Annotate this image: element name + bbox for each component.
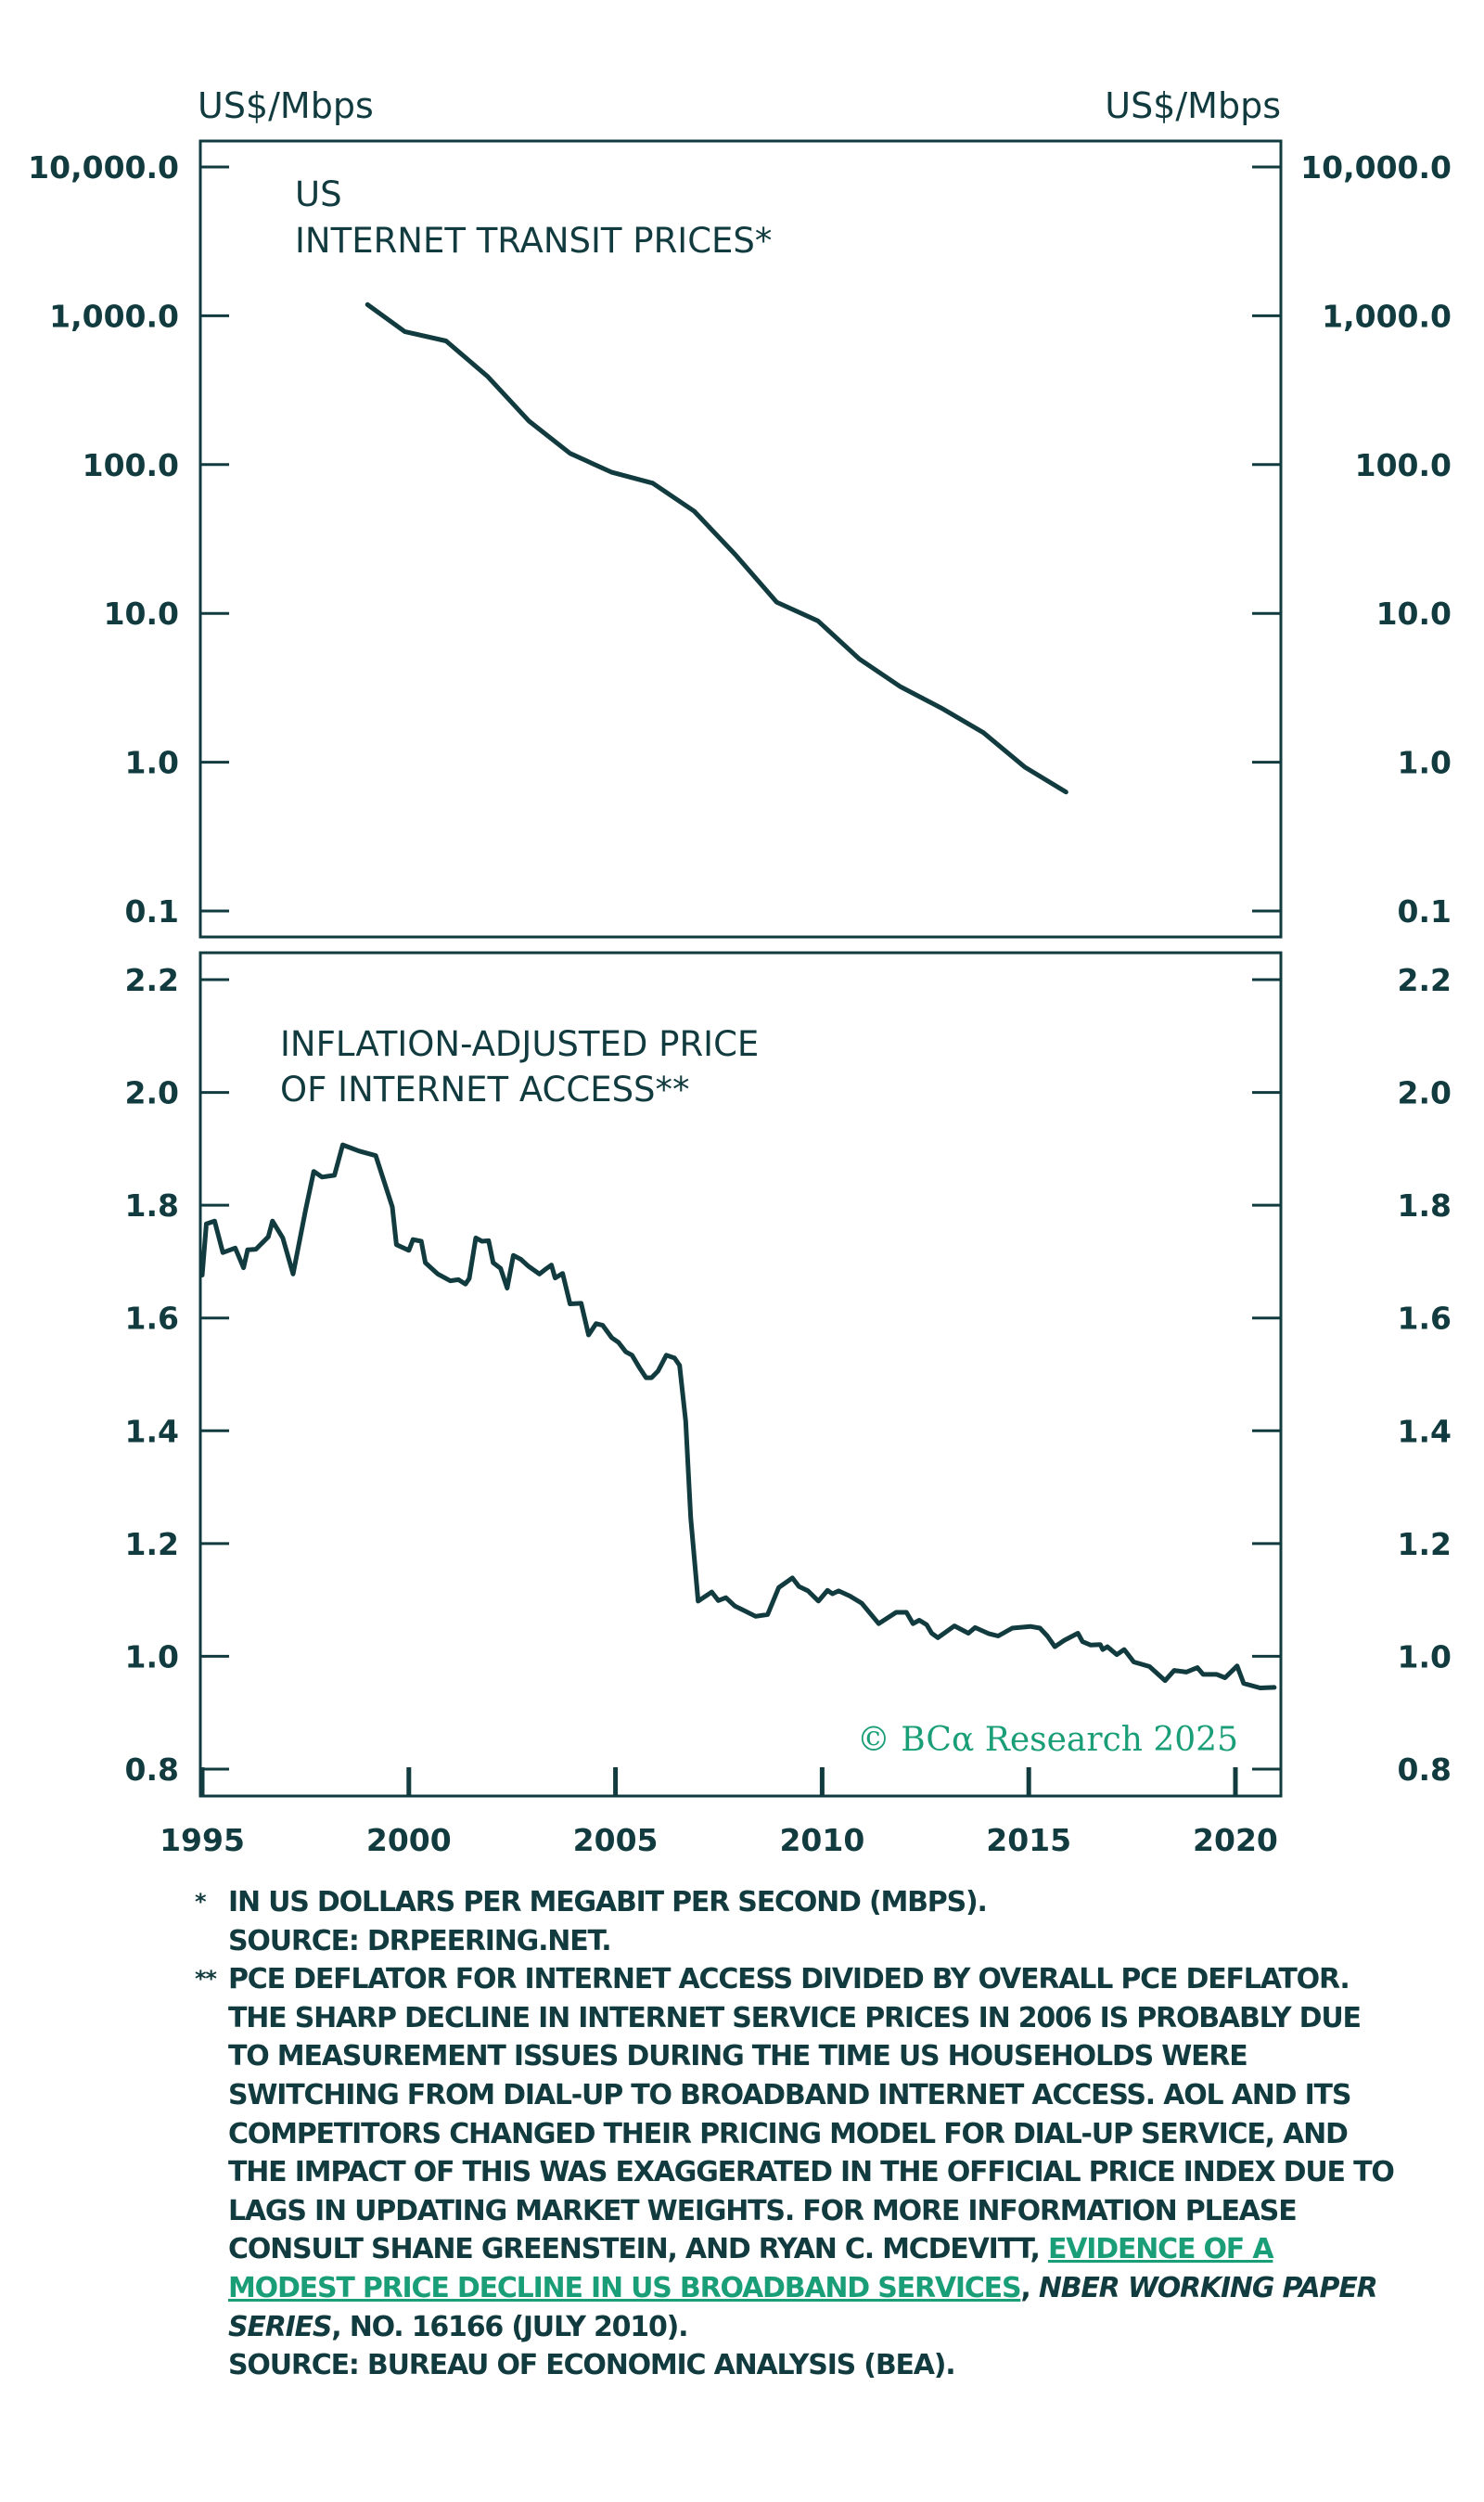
bottom-y-right-tick-label: 2.2 <box>1398 962 1452 998</box>
top-y-right-tick-label: 100.0 <box>1355 447 1452 483</box>
bottom-y-left-tick-label: 0.8 <box>125 1751 179 1788</box>
bottom-y-left-tick-label: 2.2 <box>125 962 179 998</box>
bottom-series-line <box>199 1142 1277 1690</box>
footnote-1-line-2: SOURCE: DRPEERING.NET. <box>228 1924 612 1957</box>
footnote-2-issue: , NO. 16166 (JULY 2010). <box>331 2310 688 2343</box>
top-title-line-1: US <box>295 174 342 214</box>
x-tick-label: 2015 <box>986 1822 1071 1858</box>
x-tick-label: 2000 <box>366 1822 452 1858</box>
paper-link[interactable]: EVIDENCE OF A MODEST PRICE DECLINE IN US… <box>228 2233 1274 2304</box>
bottom-y-left-tick-label: 1.2 <box>125 1526 179 1562</box>
top-y-right-tick-label: 10,000.0 <box>1300 149 1452 186</box>
footnote-1-line-1: IN US DOLLARS PER MEGABIT PER SECOND (MB… <box>228 1886 988 1918</box>
right-unit-label: US$/Mbps <box>1105 85 1281 126</box>
footnote-2-text: PCE DEFLATOR FOR INTERNET ACCESS DIVIDED… <box>228 1963 1395 2266</box>
copyright-watermark: © BCα Research 2025 <box>857 1721 1238 1759</box>
x-tick-label: 1995 <box>160 1822 245 1858</box>
bottom-plot-frame <box>198 951 1283 1798</box>
x-tick-label: 2020 <box>1193 1822 1278 1858</box>
top-y-right-tick-label: 1,000.0 <box>1322 298 1452 334</box>
bottom-y-right-tick-label: 1.8 <box>1398 1187 1452 1224</box>
top-y-left-tick-label: 10,000.0 <box>28 149 179 186</box>
footnote-2-source: SOURCE: BUREAU OF ECONOMIC ANALYSIS (BEA… <box>228 2349 956 2382</box>
footnotes: * IN US DOLLARS PER MEGABIT PER SECOND (… <box>195 1883 1401 2385</box>
top-y-left-tick-label: 10.0 <box>104 596 179 632</box>
top-y-left-tick-label: 1,000.0 <box>49 298 179 334</box>
top-panel: US$/Mbps US$/Mbps US INTERNET TRANSIT PR… <box>28 85 1452 939</box>
bottom-y-right-tick-label: 1.2 <box>1398 1526 1452 1562</box>
bottom-y-right-tick-label: 0.8 <box>1398 1751 1452 1788</box>
footnote-2-series: NBER WORKING PAPER SERIES <box>228 2271 1378 2343</box>
footnote-2-sep: , <box>1020 2271 1039 2304</box>
bottom-title-line-1: INFLATION-ADJUSTED PRICE <box>280 1024 759 1064</box>
bottom-y-right-tick-label: 1.0 <box>1398 1638 1452 1674</box>
bottom-y-right-tick-label: 1.6 <box>1398 1301 1452 1337</box>
top-y-left-tick-label: 1.0 <box>125 745 179 781</box>
bottom-y-left-tick-label: 1.4 <box>125 1413 179 1449</box>
bottom-title-line-2: OF INTERNET ACCESS** <box>280 1070 690 1110</box>
top-y-right-tick-label: 1.0 <box>1398 745 1452 781</box>
bottom-y-left-tick-label: 1.0 <box>125 1638 179 1674</box>
x-tick-label: 2005 <box>573 1822 659 1858</box>
footnote-2-mark: ** <box>195 1966 217 1993</box>
bottom-y-right-tick-label: 1.4 <box>1398 1413 1452 1449</box>
top-plot-frame <box>198 139 1283 939</box>
top-y-right-tick-label: 10.0 <box>1376 596 1452 632</box>
bottom-y-right-tick-label: 2.0 <box>1398 1075 1452 1111</box>
bottom-panel: INFLATION-ADJUSTED PRICE OF INTERNET ACC… <box>125 951 1452 1858</box>
bottom-y-left-tick-label: 2.0 <box>125 1075 179 1111</box>
left-unit-label: US$/Mbps <box>198 85 374 126</box>
footnote-1-mark: * <box>195 1889 207 1915</box>
bottom-y-left-tick-label: 1.6 <box>125 1301 179 1337</box>
footnote-1: * IN US DOLLARS PER MEGABIT PER SECOND (… <box>195 1883 1401 1960</box>
x-tick-label: 2010 <box>779 1822 864 1858</box>
top-series-line <box>365 302 1068 795</box>
top-y-left-tick-label: 0.1 <box>125 893 179 930</box>
top-title-line-2: INTERNET TRANSIT PRICES* <box>295 221 772 261</box>
top-y-left-tick-label: 100.0 <box>83 447 179 483</box>
footnote-2: ** PCE DEFLATOR FOR INTERNET ACCESS DIVI… <box>195 1960 1401 2385</box>
top-y-right-tick-label: 0.1 <box>1398 893 1452 930</box>
bottom-y-left-tick-label: 1.8 <box>125 1187 179 1224</box>
